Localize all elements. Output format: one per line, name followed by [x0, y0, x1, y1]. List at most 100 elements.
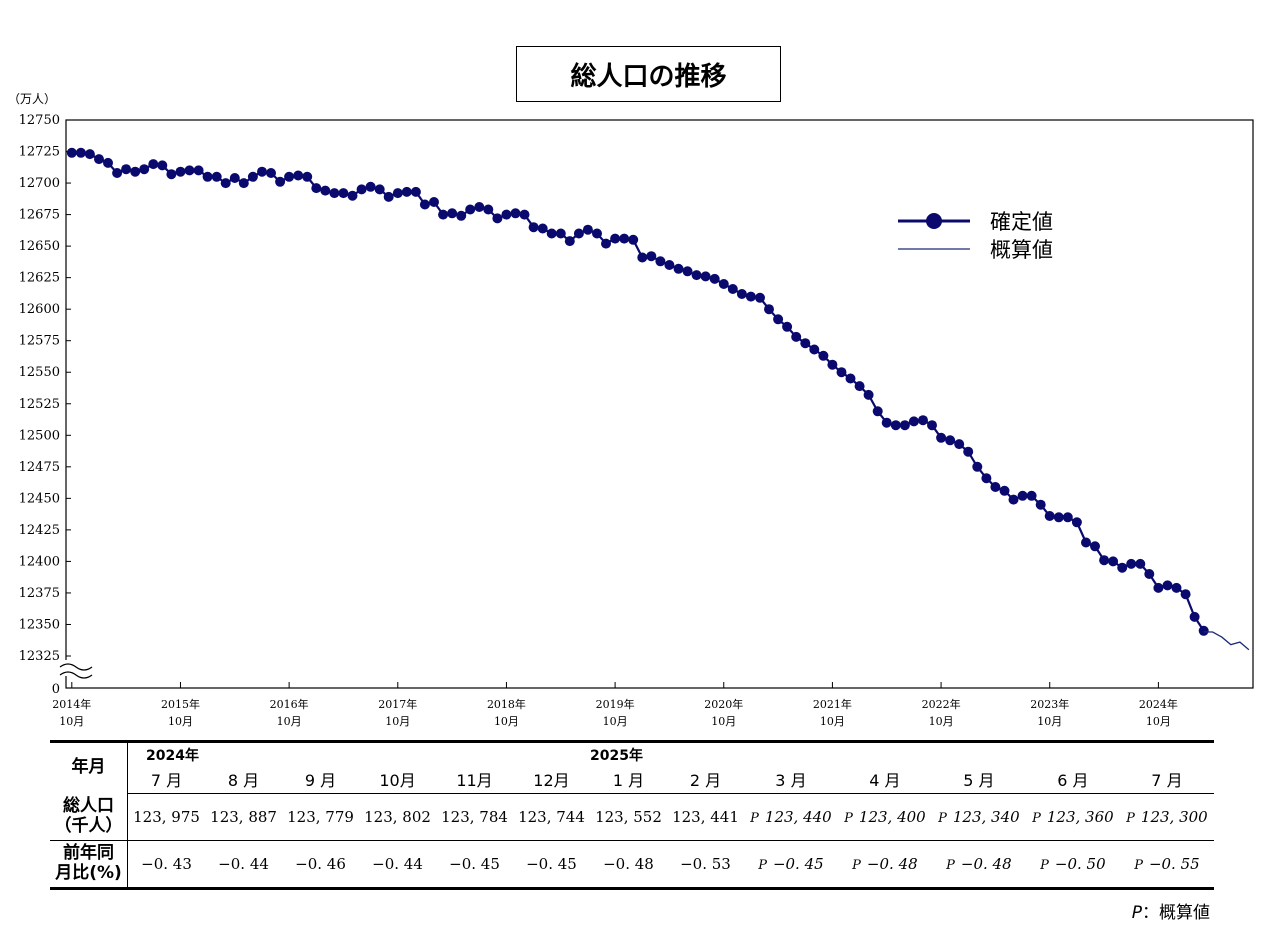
data-point [800, 338, 811, 349]
data-point [1099, 555, 1110, 566]
data-point [727, 284, 738, 294]
data-point [202, 171, 213, 182]
yoy-value: −0. 43 [141, 855, 192, 873]
population-chart: （万人） 12750 12725 12700 12675 12650 12625 12600… [8, 92, 1254, 728]
data-point [184, 165, 195, 176]
footnote-text: ：概算値 [1142, 903, 1210, 923]
x-tick-label-year: 2017年 [378, 697, 417, 711]
data-point [392, 188, 403, 199]
yoy-cell: P −0. 50 [1025, 840, 1120, 890]
data-point [266, 168, 276, 178]
data-point [320, 185, 331, 196]
x-tick-label-year: 2018年 [487, 697, 526, 711]
data-point [945, 435, 956, 446]
x-tick-label-year: 2019年 [596, 697, 635, 711]
y-tick-label: 12700 [19, 176, 60, 191]
data-point [1008, 494, 1019, 505]
legend-marker-final [926, 213, 942, 229]
y-tick-label: 12525 [19, 397, 60, 412]
data-point [610, 233, 621, 244]
data-point [755, 292, 765, 303]
month-cell: 8 月 [205, 765, 283, 794]
yoy-cell: −0. 53 [666, 840, 744, 890]
legend-label-estimate: 概算値 [990, 238, 1053, 262]
data-point [229, 173, 240, 183]
provisional-mark: P [938, 811, 947, 826]
x-tick-label-month: 10月 [820, 715, 845, 728]
yoy-cell: −0. 43 [127, 840, 206, 890]
data-point [990, 482, 1001, 492]
footnote-symbol: P [1131, 903, 1142, 923]
data-point [655, 256, 666, 267]
provisional-mark: P [758, 858, 767, 873]
yoy-value: −0. 44 [372, 855, 423, 873]
yoy-value: −0. 44 [218, 855, 269, 873]
data-point [863, 389, 874, 400]
population-cell: 123, 744 [513, 793, 590, 841]
population-cell: P 123, 300 [1119, 793, 1214, 841]
y-tick-label: 12725 [19, 145, 60, 160]
data-point [682, 266, 693, 277]
month-cell: 7 月 [127, 765, 206, 794]
y-tick-label: 12650 [19, 239, 60, 254]
population-cell: 123, 779 [282, 793, 360, 841]
row-header-month: 年月 [50, 740, 128, 794]
data-point [66, 147, 77, 158]
x-tick-label-month: 10月 [1146, 715, 1171, 728]
data-point [809, 344, 820, 355]
population-value: 123, 300 [1140, 808, 1208, 826]
year-cell-empty [205, 740, 283, 765]
data-point [981, 473, 992, 484]
data-point [257, 166, 267, 177]
data-point [175, 166, 186, 177]
data-point [854, 381, 865, 392]
data-point [238, 178, 249, 189]
x-tick-label-month: 10月 [494, 715, 519, 728]
yoy-cell: −0. 48 [589, 840, 667, 890]
x-tick-label-month: 10月 [168, 715, 193, 728]
data-point [1171, 582, 1182, 593]
yoy-value: −0. 50 [1054, 855, 1106, 873]
data-point [1053, 512, 1064, 523]
yoy-value: −0. 46 [295, 855, 346, 873]
data-point [818, 350, 829, 361]
data-point [365, 181, 376, 192]
data-point [438, 209, 449, 220]
year-cell-empty [666, 740, 744, 765]
yoy-value: −0. 45 [449, 855, 500, 873]
data-point [374, 184, 385, 195]
row-header-yoy-line2: 月比(%) [55, 863, 122, 883]
provisional-mark: P [852, 858, 861, 873]
row-header-yoy: 前年同 月比(%) [50, 840, 128, 890]
population-value: 123, 440 [764, 808, 832, 826]
year-cell-empty [931, 740, 1026, 765]
provisional-mark: P [750, 811, 759, 826]
table-year-row: 年月 2024年 2025年 [50, 740, 1214, 794]
data-point [546, 228, 557, 239]
x-tick-label-year: 2024年 [1139, 697, 1178, 711]
month-cell: 7 月 [1119, 765, 1214, 794]
data-point [1198, 625, 1209, 636]
month-cell: 10月 [359, 765, 437, 794]
x-tick-label-month: 10月 [711, 715, 736, 728]
data-point [582, 224, 593, 235]
data-point [691, 270, 702, 281]
data-point [410, 186, 421, 197]
yoy-cell: −0. 45 [513, 840, 590, 890]
data-point [1108, 556, 1119, 567]
data-point [1126, 558, 1137, 569]
month-cell: 12月 [513, 765, 590, 794]
y-tick-label: 12375 [19, 586, 60, 601]
data-point [936, 432, 947, 443]
data-point [673, 263, 684, 274]
y-tick-label: 12500 [19, 428, 60, 443]
x-tick-label-year: 2015年 [161, 697, 200, 711]
legend-label-final: 確定値 [990, 210, 1053, 234]
month-cell: 3 月 [743, 765, 838, 794]
y-axis-unit-label: （万人） [8, 92, 56, 106]
yoy-value: −0. 45 [772, 855, 824, 873]
x-tick-label-month: 10月 [59, 715, 84, 728]
yoy-value: −0. 45 [526, 855, 577, 873]
data-point [592, 228, 602, 239]
